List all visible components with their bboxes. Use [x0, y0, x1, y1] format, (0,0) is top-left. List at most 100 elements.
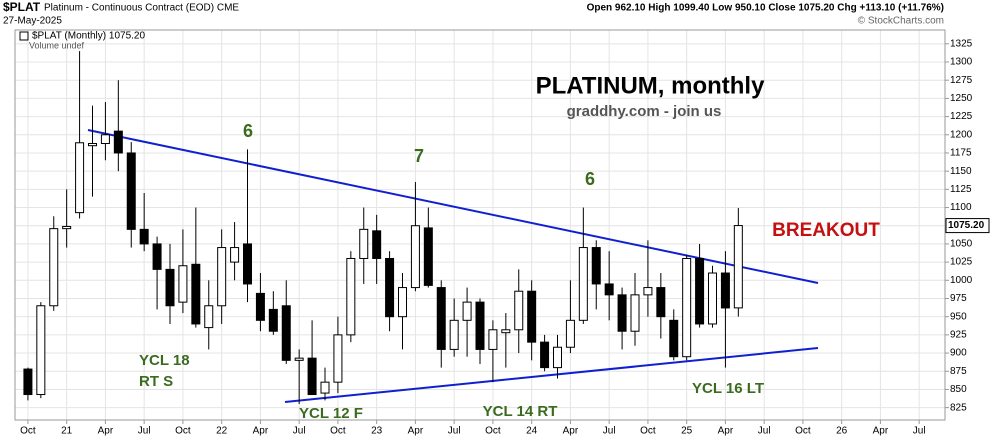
candle-body — [268, 308, 278, 332]
candle-body — [643, 287, 653, 296]
resistance-line — [87, 129, 819, 284]
candle-body — [255, 292, 265, 321]
candle-body — [49, 228, 59, 307]
x-tick-label: Oct — [640, 426, 656, 437]
x-tick-label: 23 — [371, 426, 383, 437]
x-tick-label: Jul — [758, 426, 771, 437]
x-tick-label: Oct — [175, 426, 191, 437]
candle-body — [36, 305, 46, 396]
candle-body — [385, 257, 395, 318]
annotation: YCL 14 RT — [483, 403, 558, 420]
candle-body — [126, 152, 136, 230]
candle-body — [217, 247, 227, 307]
legend: $PLAT (Monthly) 1075.20 — [32, 31, 145, 42]
candle-body — [320, 381, 330, 394]
x-tick-label: Apr — [563, 426, 579, 437]
candle-body — [540, 341, 550, 369]
support-line — [284, 347, 819, 403]
candle-body — [617, 294, 627, 332]
y-tick-label: 1150 — [950, 166, 972, 177]
annotation: 6 — [243, 121, 253, 141]
legend-icon — [19, 31, 29, 41]
candle-body — [62, 225, 72, 230]
price-tag-box — [945, 218, 990, 234]
y-tick-label: 1275 — [950, 75, 973, 86]
y-tick-label: 1050 — [950, 239, 973, 250]
x-tick-label: Oct — [20, 426, 36, 437]
candle-body — [720, 272, 730, 309]
candle-body — [398, 287, 407, 318]
candle-body — [191, 263, 201, 325]
candle-body — [462, 301, 472, 321]
y-tick-label: 950 — [950, 311, 967, 322]
candle-body — [152, 243, 162, 270]
candle-body — [682, 257, 692, 358]
candle-body — [527, 290, 537, 343]
candle-body — [565, 319, 575, 348]
x-tick-label: Apr — [98, 426, 114, 437]
plot-frame — [14, 29, 946, 421]
x-tick-label: Jul — [293, 426, 306, 437]
candle-body — [307, 357, 317, 396]
candle-body — [230, 247, 240, 263]
x-tick-label: Apr — [253, 426, 269, 437]
y-tick-label: 925 — [950, 330, 967, 341]
x-tick-label: Apr — [408, 426, 424, 437]
candle-body — [23, 368, 33, 396]
candle-body — [281, 305, 291, 361]
quote: Open 962.10 High 1099.40 Low 950.10 Clos… — [587, 3, 944, 14]
y-tick-label: 1300 — [950, 57, 973, 68]
credit: © StockCharts.com — [858, 16, 944, 27]
x-tick-label: 22 — [216, 426, 228, 437]
annotation: RT S — [139, 373, 173, 390]
candle-body — [630, 294, 640, 332]
x-tick-label: 26 — [836, 426, 848, 437]
y-tick-label: 1125 — [950, 184, 972, 195]
annotation: 6 — [585, 169, 595, 189]
title: PLATINUM, monthly — [536, 72, 766, 99]
y-tick-label: 1175 — [950, 148, 972, 159]
x-tick-label: Apr — [718, 426, 734, 437]
candle-body — [449, 319, 459, 350]
date: 27-May-2025 — [3, 16, 62, 27]
candle-body — [88, 143, 97, 147]
y-tick-label: 825 — [950, 402, 967, 413]
candle-body — [333, 334, 343, 383]
candle-body — [346, 257, 356, 336]
x-tick-label: 24 — [526, 426, 538, 437]
candle-body — [294, 357, 304, 361]
candle-body — [733, 225, 743, 309]
candle-body — [578, 247, 588, 321]
y-tick-label: 875 — [950, 366, 967, 377]
y-tick-label: 1100 — [950, 202, 972, 213]
candle-body — [410, 225, 420, 289]
candle-body — [100, 134, 110, 145]
candle-body — [423, 227, 433, 286]
candle-body — [514, 290, 524, 331]
y-tick-label: 1225 — [950, 111, 973, 122]
candle-body — [139, 228, 149, 245]
candle-body — [695, 257, 705, 325]
x-tick-label: Jul — [448, 426, 461, 437]
x-tick-label: Apr — [873, 426, 889, 437]
candle-body — [243, 243, 252, 285]
x-tick-label: Jul — [913, 426, 926, 437]
annotation: YCL 16 LT — [692, 380, 764, 397]
y-tick-label: 850 — [950, 384, 967, 395]
x-tick-label: 25 — [681, 426, 693, 437]
candle-body — [359, 228, 369, 259]
candle-body — [165, 268, 175, 307]
y-tick-label: 900 — [950, 348, 967, 359]
annotation: 7 — [414, 146, 424, 166]
candle-body — [656, 287, 666, 318]
candle-body — [204, 305, 214, 329]
y-tick-label: 975 — [950, 293, 967, 304]
volume-note: Volume undef — [29, 40, 85, 50]
annotation: BREAKOUT — [772, 220, 880, 241]
candle-body — [501, 329, 511, 334]
x-tick-label: Oct — [795, 426, 811, 437]
y-tick-label: 1000 — [950, 275, 973, 286]
candle-body — [372, 230, 382, 259]
candle-body — [669, 319, 679, 358]
